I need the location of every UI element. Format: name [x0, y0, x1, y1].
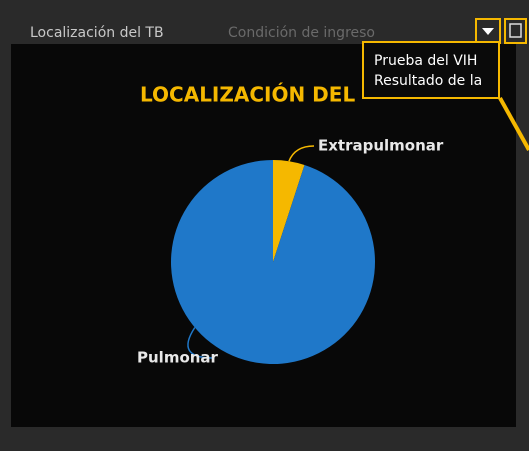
tooltip-line: Prueba del VIH: [374, 53, 477, 69]
expand-icon: [509, 23, 522, 38]
expand-button[interactable]: [504, 18, 527, 44]
pointer-arrow: [498, 97, 529, 151]
tab[interactable]: Condición de ingreso: [228, 25, 375, 41]
chart-title: LOCALIZACIÓN DEL: [140, 83, 355, 107]
pie: Extrapulmonar Pulmonar: [137, 137, 444, 367]
tooltip: [362, 41, 500, 99]
leader-line: [288, 145, 315, 162]
pie-slice: [273, 160, 305, 262]
leader-line: [187, 327, 214, 359]
tooltip-line: Resultado de la: [374, 73, 482, 89]
pie-slice: [171, 160, 375, 365]
slice-label: Pulmonar: [137, 349, 219, 367]
tab-active[interactable]: Localización del TB: [30, 25, 164, 41]
dropdown-icon: [482, 28, 494, 35]
slice-label: Extrapulmonar: [318, 137, 444, 155]
